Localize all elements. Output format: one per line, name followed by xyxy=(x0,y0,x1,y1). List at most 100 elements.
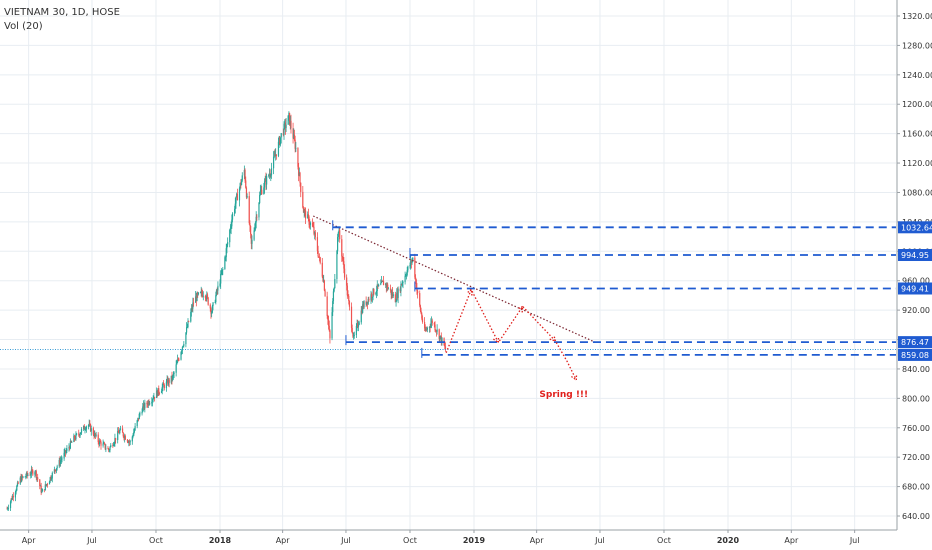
projection-path[interactable] xyxy=(445,287,577,381)
candle-body xyxy=(60,460,62,464)
candle-body xyxy=(56,466,58,469)
candle-body xyxy=(45,484,47,486)
candle-body xyxy=(264,178,266,182)
time-tick-label: Apr xyxy=(530,536,545,545)
candle-body xyxy=(76,433,78,435)
candle-body xyxy=(352,332,354,337)
candle-body xyxy=(227,242,229,245)
price-tick-label: 1120.00 xyxy=(902,159,932,168)
candle-body xyxy=(272,156,275,169)
candle-body xyxy=(206,294,208,299)
candle-body xyxy=(240,180,243,186)
candle-body xyxy=(321,262,323,277)
candle-body xyxy=(259,195,261,203)
candle-body xyxy=(410,260,412,263)
candle-body xyxy=(428,326,431,328)
time-tick-label: Apr xyxy=(276,536,291,545)
candle-body xyxy=(147,404,149,406)
candle-body xyxy=(178,359,180,361)
candle-body xyxy=(439,336,441,340)
projection-arrowhead xyxy=(466,288,473,296)
annotation-spring: Spring !!! xyxy=(539,390,588,400)
candle-body xyxy=(312,226,314,228)
candle-body xyxy=(26,472,28,476)
candle-body xyxy=(362,304,364,313)
candle-body xyxy=(415,279,417,288)
candle-body xyxy=(61,458,63,460)
candle-body xyxy=(355,325,357,336)
candle-body xyxy=(16,485,18,491)
candle-body xyxy=(373,288,375,295)
candle-body xyxy=(128,441,131,443)
candle-body xyxy=(75,433,77,440)
candle-body xyxy=(341,239,343,257)
candle-body xyxy=(161,386,163,391)
candle-body xyxy=(201,291,203,294)
candle-body xyxy=(222,268,224,271)
candle-body xyxy=(117,431,119,433)
candle-body xyxy=(121,428,124,433)
candle-body xyxy=(114,437,116,443)
candle-body xyxy=(126,439,129,442)
candle-body xyxy=(444,346,447,350)
candle-body xyxy=(112,444,115,446)
candle-body xyxy=(386,284,388,288)
candle-body xyxy=(196,293,198,301)
candle-body xyxy=(108,448,110,451)
candle-body xyxy=(322,276,324,282)
candle-body xyxy=(292,128,294,139)
candle-body xyxy=(260,189,262,192)
candle-body xyxy=(425,329,427,331)
candle-body xyxy=(51,472,53,479)
candle-body xyxy=(21,476,23,482)
candle-body xyxy=(162,383,164,387)
candle-body xyxy=(391,292,393,295)
candle-body xyxy=(200,291,202,293)
candle-body xyxy=(255,216,257,223)
candle-body xyxy=(396,292,398,302)
candle-body xyxy=(123,436,125,439)
level-price-label-box xyxy=(898,348,932,361)
candle-body xyxy=(163,384,165,389)
candle-body xyxy=(410,260,412,266)
candle-body xyxy=(152,398,154,400)
candle-body xyxy=(362,304,364,308)
candle-body xyxy=(113,442,115,445)
candle-body xyxy=(153,396,156,399)
candle-body xyxy=(409,265,411,267)
candle-body xyxy=(324,290,326,297)
candle-body xyxy=(55,468,58,471)
candle-body xyxy=(99,440,101,445)
candle-body xyxy=(332,301,334,313)
candle-body xyxy=(334,279,336,288)
candle-body xyxy=(170,375,172,383)
candle-body xyxy=(103,443,105,445)
candle-body xyxy=(360,310,362,323)
candle-body xyxy=(342,258,344,262)
candle-body xyxy=(88,423,90,426)
candle-body xyxy=(368,298,370,301)
trendline[interactable] xyxy=(313,215,597,344)
candle-body xyxy=(314,232,316,238)
candle-body xyxy=(133,432,135,436)
candle-body xyxy=(25,476,27,478)
candle-body xyxy=(412,257,414,261)
candle-body xyxy=(89,423,91,425)
candle-body xyxy=(64,450,67,453)
candle-body xyxy=(371,294,373,298)
candle-body xyxy=(343,261,345,269)
candle-body xyxy=(245,180,247,188)
candle-body xyxy=(93,434,95,437)
candle-body xyxy=(273,155,275,157)
candle-body xyxy=(277,141,280,156)
candle-body xyxy=(207,297,209,305)
candle-body xyxy=(304,210,307,219)
candle-body xyxy=(69,447,71,449)
candle-body xyxy=(50,477,52,480)
level-price-label-box xyxy=(898,249,932,262)
candle-body xyxy=(380,280,383,284)
time-tick-label: Apr xyxy=(22,536,37,545)
candle-body xyxy=(387,284,389,290)
